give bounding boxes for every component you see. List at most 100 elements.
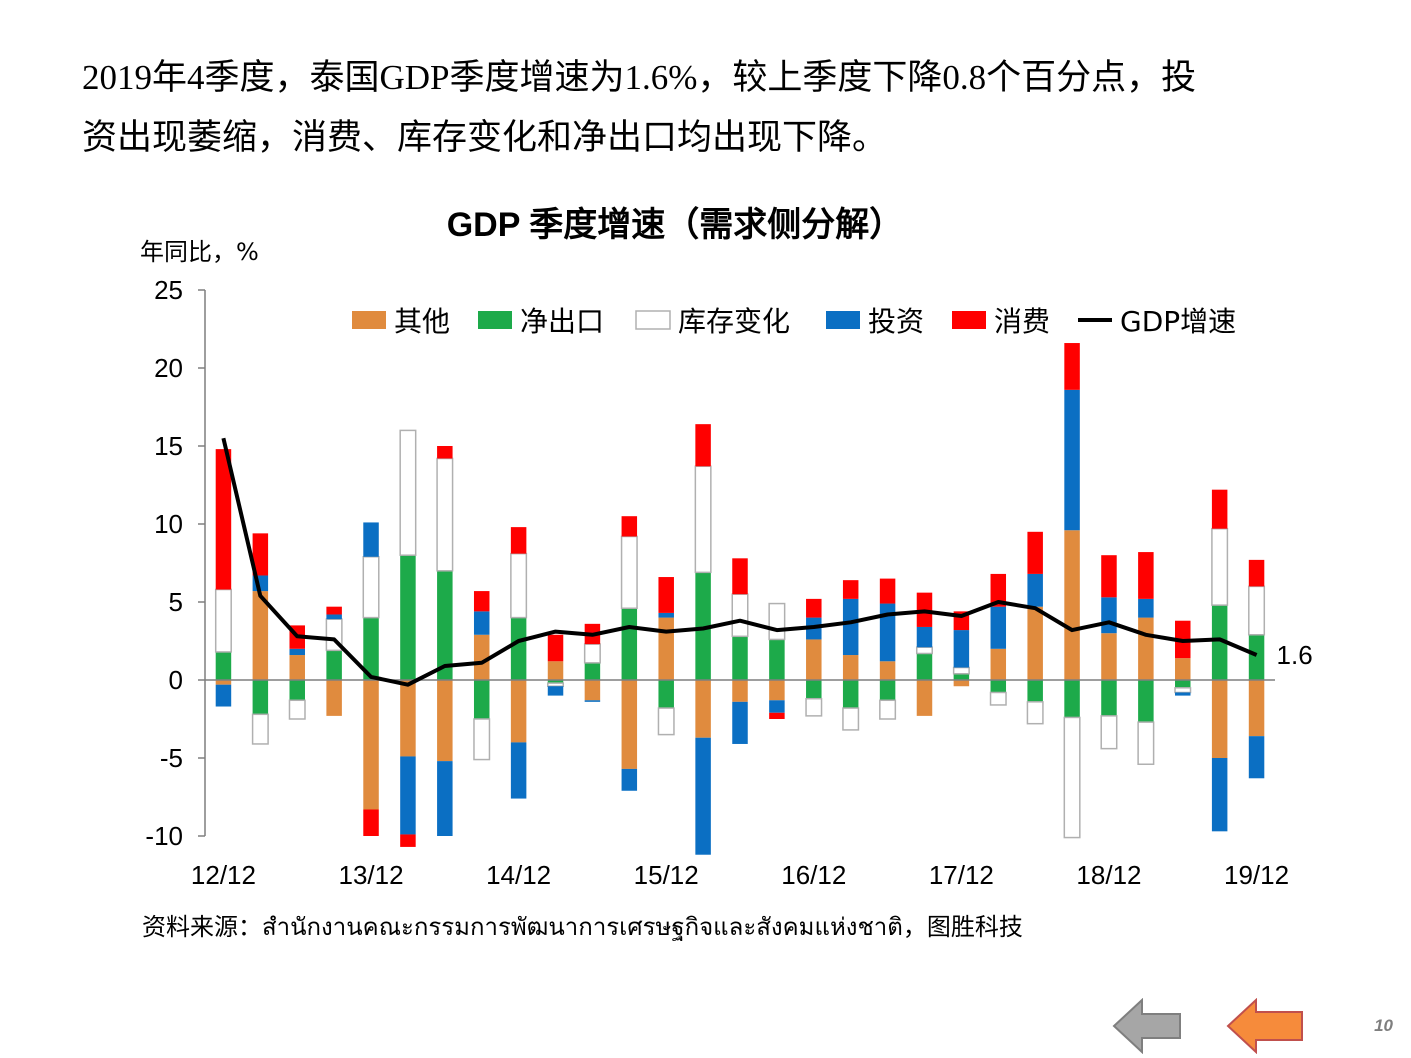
bar-inventory bbox=[1026, 701, 1044, 725]
next-page-button[interactable] bbox=[1226, 998, 1306, 1054]
bar-investment bbox=[437, 761, 453, 836]
bar-inventory bbox=[694, 465, 712, 574]
bar-investment bbox=[1027, 573, 1043, 607]
x-tick-label: 16/12 bbox=[781, 860, 846, 890]
bar-inventory bbox=[805, 697, 823, 717]
bar-inventory bbox=[657, 707, 675, 736]
bar-inventory bbox=[1174, 687, 1192, 694]
y-tick-label: 20 bbox=[154, 353, 183, 383]
bar-inventory bbox=[952, 666, 970, 675]
bar-consumption bbox=[1027, 531, 1043, 574]
bar-investment bbox=[769, 700, 785, 713]
bar-net_export bbox=[400, 555, 416, 680]
bar-net_export bbox=[769, 639, 785, 680]
x-tick-label: 13/12 bbox=[338, 860, 403, 890]
bar-investment bbox=[1248, 736, 1265, 779]
bar-other bbox=[215, 680, 232, 685]
gdp-line-group: 1.6 bbox=[221, 437, 1313, 687]
x-tick-label: 17/12 bbox=[929, 860, 994, 890]
bar-inventory bbox=[915, 646, 933, 655]
bar-investment bbox=[1175, 692, 1191, 696]
headline: 2019年4季度，泰国GDP季度增速为1.6%，较上季度下降0.8个百分点，投 … bbox=[82, 48, 1362, 168]
headline-line-1: 2019年4季度，泰国GDP季度增速为1.6%，较上季度下降0.8个百分点，投 bbox=[82, 58, 1197, 97]
bar-other bbox=[510, 680, 527, 743]
legend-swatch-consumption bbox=[952, 311, 986, 329]
bar-investment bbox=[842, 598, 859, 656]
data-label: 1.6 bbox=[1277, 640, 1313, 670]
bar-inventory bbox=[436, 457, 454, 572]
bar-net_export bbox=[326, 650, 342, 680]
bar-inventory bbox=[510, 552, 528, 619]
bar-other bbox=[953, 680, 970, 687]
legend-label-net_export: 净出口 bbox=[520, 305, 604, 338]
bar-inventory bbox=[620, 535, 638, 609]
bar-consumption bbox=[1138, 552, 1154, 599]
bar-other bbox=[769, 680, 785, 701]
bar-consumption bbox=[437, 446, 453, 459]
legend-swatch-net_export bbox=[478, 311, 512, 329]
bar-investment bbox=[326, 614, 342, 620]
bar-inventory bbox=[989, 691, 1007, 706]
bar-investment bbox=[1211, 758, 1228, 832]
bar-investment bbox=[473, 611, 490, 635]
y-axis-label: 年同比，% bbox=[140, 238, 259, 266]
bar-investment bbox=[363, 522, 379, 557]
bar-net_export bbox=[1211, 605, 1228, 680]
arrow-left-orange-icon bbox=[1226, 998, 1303, 1054]
x-tick-label: 14/12 bbox=[486, 860, 551, 890]
x-tick-label: 15/12 bbox=[634, 860, 699, 890]
bar-net_export bbox=[252, 680, 269, 715]
bar-other bbox=[584, 680, 601, 701]
bar-consumption bbox=[842, 580, 859, 599]
bar-other bbox=[437, 680, 453, 762]
bar-consumption bbox=[990, 573, 1007, 607]
bar-net_export bbox=[916, 653, 933, 680]
bar-net_export bbox=[1064, 680, 1080, 718]
bar-inventory bbox=[583, 643, 601, 664]
x-tick-label: 18/12 bbox=[1076, 860, 1141, 890]
bar-consumption bbox=[1101, 555, 1117, 598]
bar-investment bbox=[584, 700, 601, 702]
bar-net_export bbox=[990, 680, 1007, 693]
bar-investment bbox=[990, 606, 1007, 649]
bar-other bbox=[695, 680, 711, 738]
bar-net_export bbox=[1248, 634, 1265, 680]
bar-other bbox=[658, 617, 674, 680]
bar-investment bbox=[732, 701, 748, 744]
bar-inventory bbox=[399, 429, 417, 556]
bar-inventory bbox=[842, 707, 860, 731]
bar-net_export bbox=[842, 680, 859, 709]
bar-net_export bbox=[806, 680, 822, 699]
bar-inventory bbox=[362, 556, 380, 619]
bar-investment bbox=[916, 626, 933, 648]
bar-consumption bbox=[732, 558, 748, 595]
arrow-left-gray-icon bbox=[1112, 998, 1181, 1054]
bar-inventory bbox=[1248, 585, 1266, 636]
legend-label-consumption: 消费 bbox=[994, 305, 1050, 338]
bar-other bbox=[252, 591, 269, 680]
bar-net_export bbox=[695, 572, 711, 680]
bar-investment bbox=[953, 630, 970, 668]
bar-net_export bbox=[510, 617, 527, 680]
bar-other bbox=[1064, 530, 1080, 680]
y-tick-label: 5 bbox=[169, 587, 183, 617]
bar-other bbox=[990, 648, 1007, 680]
bar-net_export bbox=[732, 636, 748, 680]
bar-investment bbox=[547, 686, 564, 696]
bar-investment bbox=[1138, 598, 1154, 618]
bar-investment bbox=[289, 648, 305, 656]
bar-consumption bbox=[326, 606, 342, 615]
bar-consumption bbox=[806, 598, 822, 618]
legend-swatch-investment bbox=[826, 311, 860, 329]
bar-inventory bbox=[547, 682, 565, 687]
bar-other bbox=[879, 661, 896, 680]
legend: 其他 净出口 库存变化 投资 消费 GDP增速 bbox=[352, 305, 1236, 338]
prev-page-button[interactable] bbox=[1112, 998, 1184, 1054]
bar-investment bbox=[879, 603, 896, 662]
chart-title: GDP 季度增速（需求侧分解） bbox=[447, 205, 904, 244]
bar-other bbox=[621, 680, 638, 769]
y-tick-label: 15 bbox=[154, 431, 183, 461]
bar-investment bbox=[400, 756, 416, 835]
bar-other bbox=[1175, 658, 1191, 680]
bar-net_export bbox=[1101, 680, 1117, 716]
